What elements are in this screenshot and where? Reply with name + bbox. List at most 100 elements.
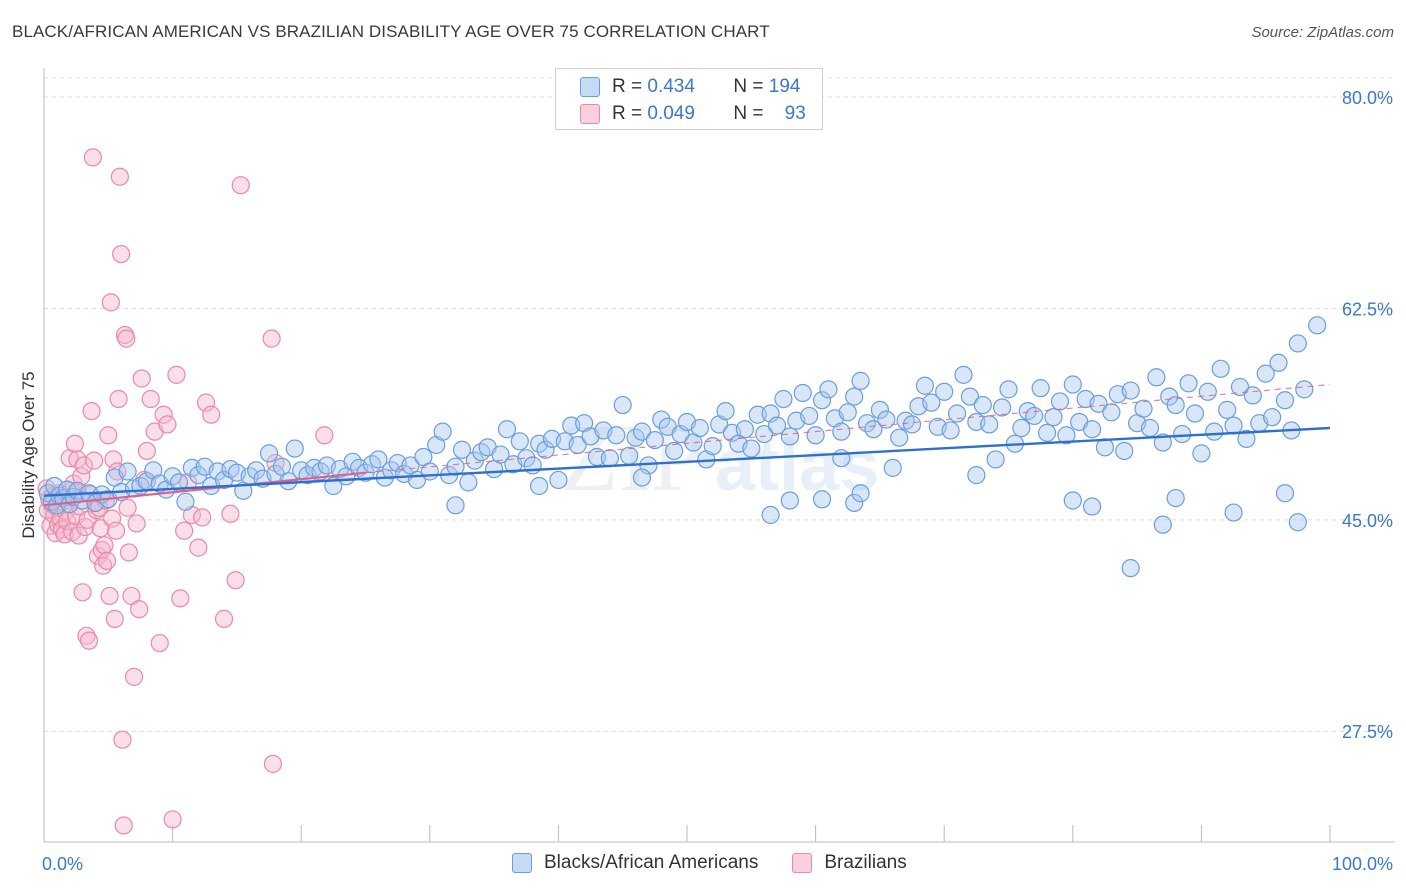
black-african-american-point [992, 398, 1012, 417]
brazilian-point [263, 754, 283, 773]
black-african-american-point [517, 449, 536, 468]
legend-n-label: N = [733, 103, 764, 124]
black-african-american-point [954, 365, 973, 384]
black-african-american-point [1012, 418, 1031, 438]
black-african-american-point [1140, 418, 1160, 438]
black-african-american-point [452, 440, 472, 459]
brazilian-point [99, 426, 118, 445]
black-african-american-point [285, 439, 304, 458]
brazilian-point [106, 521, 126, 540]
source-label: Source: ZipAtlas.com [1251, 24, 1394, 41]
brazilian-point [154, 405, 173, 424]
brazilian-point [103, 509, 122, 528]
brazilian-point [118, 498, 137, 517]
black-african-american-point [1256, 364, 1275, 383]
black-african-american-point [812, 391, 832, 410]
brazilian-point [119, 543, 138, 562]
black-african-american-point [1211, 359, 1230, 378]
brazilian-point [65, 434, 84, 453]
brazilians-trend-extension [365, 383, 1331, 474]
black-african-american-point [1288, 334, 1307, 353]
brazilian-point [127, 514, 146, 533]
black-african-american-point [690, 418, 709, 438]
black-african-american-point [1044, 408, 1063, 427]
black-african-american-point [632, 468, 652, 487]
black-african-american-point [735, 420, 754, 439]
black-african-american-point [1230, 377, 1250, 397]
black-african-american-point [1224, 416, 1243, 435]
legend-swatch-blue [580, 77, 600, 97]
y-tick-label: 45.0% [1342, 511, 1393, 531]
brazilians-points [37, 148, 334, 835]
black-african-american-point [973, 395, 992, 415]
black-african-american-point [1089, 394, 1108, 413]
black-african-american-point [1205, 422, 1224, 441]
black-african-american-point [793, 383, 812, 403]
tick-labels: 27.5% 45.0% 62.5% 80.0% 0.0% 100.0% [42, 88, 1393, 874]
brazilian-point [171, 589, 190, 608]
trend-lines [43, 383, 1331, 507]
black-african-american-point [665, 441, 684, 461]
black-african-american-point [1063, 375, 1082, 394]
black-african-american-point [1082, 497, 1102, 516]
black-african-american-point [118, 462, 137, 481]
legend-r-label: R = [612, 103, 643, 124]
brazilian-point [214, 609, 234, 628]
brazilian-point [95, 536, 114, 555]
black-african-american-point [510, 432, 529, 451]
legend-r-value: 0.434 [647, 76, 695, 97]
black-african-american-point [176, 492, 195, 511]
black-african-american-point [536, 440, 555, 459]
x-tick-label: 100.0% [1332, 854, 1393, 874]
black-african-american-point [851, 371, 870, 390]
black-african-american-point [774, 389, 793, 409]
black-african-american-point [1275, 484, 1295, 503]
brazilian-point [91, 519, 110, 538]
brazilian-point [105, 609, 124, 628]
black-african-american-point [1275, 391, 1295, 410]
black-african-american-point [497, 420, 517, 439]
black-african-american-point [915, 376, 935, 395]
legend-label-blacks: Blacks/African Americans [544, 852, 759, 873]
black-african-american-point [1031, 379, 1050, 398]
stats-legend: R = 0.434 N = 194 R = 0.049 N = 93 [555, 68, 823, 130]
legend-n-label: N = [733, 76, 764, 97]
brazilian-point [109, 389, 128, 409]
black-african-american-point [1179, 374, 1198, 393]
black-african-american-point [1198, 382, 1217, 401]
black-african-american-point [761, 505, 780, 525]
brazilian-point [60, 449, 79, 468]
black-african-american-point [838, 403, 857, 422]
y-tick-label: 62.5% [1342, 299, 1393, 319]
brazilian-point [110, 167, 129, 186]
brazilian-point [97, 551, 117, 570]
black-african-american-point [549, 470, 568, 490]
black-african-american-point [851, 484, 870, 503]
brazilian-point [92, 540, 111, 560]
brazilian-point [137, 441, 156, 461]
blacks-trend-line [43, 426, 1331, 497]
brazilian-point [175, 521, 194, 540]
black-african-american-point [845, 387, 864, 406]
black-african-american-point [1057, 426, 1076, 445]
brazilian-point [100, 586, 119, 606]
black-african-american-point [1269, 353, 1288, 372]
brazilian-point [141, 389, 160, 409]
black-african-american-point [1263, 408, 1282, 427]
black-african-american-point [742, 439, 761, 458]
black-african-american-point [1166, 395, 1185, 415]
series-legend: Blacks/African Americans Brazilians [512, 852, 941, 874]
black-african-american-point [620, 446, 639, 465]
brazilian-point [113, 730, 132, 749]
black-african-american-point [1243, 386, 1262, 405]
black-african-american-point [607, 426, 626, 445]
brazilian-point [112, 244, 131, 264]
legend-row-brazilians: R = 0.049 N = 93 [580, 102, 806, 126]
legend-label-brazilians: Brazilians [824, 852, 907, 873]
brazilian-point [76, 517, 95, 537]
brazilian-point [124, 667, 144, 686]
black-african-american-point [491, 445, 510, 464]
legend-swatch-pink [792, 853, 813, 873]
black-african-american-point [864, 420, 883, 439]
black-african-american-point [767, 416, 787, 435]
